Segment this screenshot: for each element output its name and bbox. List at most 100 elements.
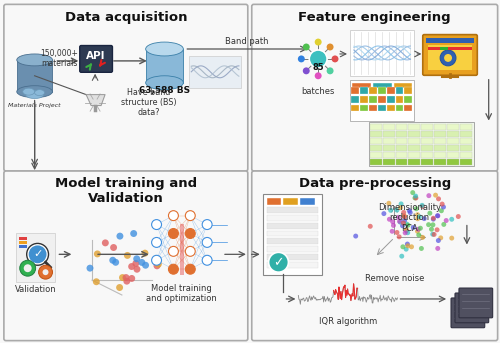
Bar bbox=[352, 83, 370, 88]
Bar bbox=[19, 237, 26, 240]
Bar bbox=[370, 138, 382, 144]
Bar bbox=[370, 152, 382, 158]
Bar bbox=[16, 233, 56, 282]
Text: Data pre-processing: Data pre-processing bbox=[298, 177, 451, 190]
Bar bbox=[378, 96, 386, 103]
Bar bbox=[370, 131, 382, 137]
Bar bbox=[382, 152, 394, 158]
Bar bbox=[422, 152, 433, 158]
Circle shape bbox=[432, 232, 436, 237]
Circle shape bbox=[119, 274, 126, 281]
Bar bbox=[434, 138, 446, 144]
Circle shape bbox=[202, 237, 212, 247]
Bar bbox=[386, 96, 394, 103]
Circle shape bbox=[42, 269, 48, 275]
FancyBboxPatch shape bbox=[459, 288, 492, 318]
Circle shape bbox=[368, 224, 372, 229]
Text: Validation: Validation bbox=[15, 285, 56, 294]
Bar bbox=[447, 131, 459, 137]
FancyBboxPatch shape bbox=[190, 56, 241, 88]
Circle shape bbox=[411, 225, 416, 230]
Circle shape bbox=[436, 196, 441, 201]
Bar bbox=[360, 105, 368, 111]
Bar bbox=[460, 152, 472, 158]
Bar bbox=[266, 223, 318, 228]
Bar bbox=[368, 87, 376, 94]
Bar bbox=[370, 145, 382, 151]
Circle shape bbox=[168, 246, 178, 256]
FancyBboxPatch shape bbox=[4, 171, 248, 341]
Bar bbox=[266, 198, 281, 205]
Bar bbox=[396, 87, 404, 94]
Bar bbox=[460, 131, 472, 137]
Circle shape bbox=[394, 230, 400, 235]
Circle shape bbox=[154, 262, 160, 269]
Circle shape bbox=[404, 222, 409, 227]
Bar bbox=[386, 87, 394, 94]
FancyBboxPatch shape bbox=[252, 4, 498, 171]
FancyBboxPatch shape bbox=[451, 298, 484, 328]
Bar bbox=[368, 96, 376, 103]
Bar bbox=[447, 145, 459, 151]
Circle shape bbox=[168, 211, 178, 221]
Circle shape bbox=[415, 216, 420, 221]
Circle shape bbox=[435, 213, 440, 218]
Circle shape bbox=[420, 235, 425, 240]
FancyBboxPatch shape bbox=[350, 80, 414, 121]
FancyBboxPatch shape bbox=[262, 194, 322, 275]
Bar bbox=[300, 198, 315, 205]
Circle shape bbox=[110, 257, 116, 264]
Circle shape bbox=[401, 221, 406, 226]
Circle shape bbox=[436, 238, 441, 243]
Text: Model training
and optimization: Model training and optimization bbox=[146, 284, 216, 304]
Circle shape bbox=[431, 217, 436, 222]
Bar bbox=[408, 145, 420, 151]
FancyBboxPatch shape bbox=[455, 293, 488, 323]
Circle shape bbox=[401, 210, 406, 215]
Bar bbox=[266, 254, 318, 260]
Circle shape bbox=[102, 239, 109, 246]
Bar bbox=[266, 215, 318, 221]
Circle shape bbox=[400, 244, 406, 249]
Bar bbox=[434, 159, 446, 165]
Circle shape bbox=[420, 203, 424, 208]
Bar bbox=[447, 152, 459, 158]
Circle shape bbox=[414, 196, 418, 201]
Circle shape bbox=[186, 211, 195, 221]
Circle shape bbox=[430, 222, 436, 227]
Bar bbox=[422, 138, 433, 144]
Bar bbox=[447, 125, 459, 130]
Circle shape bbox=[429, 227, 434, 232]
Circle shape bbox=[402, 230, 407, 235]
Circle shape bbox=[402, 213, 406, 218]
Circle shape bbox=[434, 227, 440, 232]
Circle shape bbox=[152, 237, 162, 247]
Bar bbox=[266, 230, 318, 236]
Circle shape bbox=[442, 222, 446, 227]
Circle shape bbox=[298, 56, 305, 62]
Bar bbox=[434, 152, 446, 158]
Circle shape bbox=[152, 255, 162, 265]
Circle shape bbox=[416, 227, 421, 232]
Bar bbox=[382, 145, 394, 151]
Circle shape bbox=[400, 223, 405, 228]
Circle shape bbox=[24, 264, 32, 272]
Circle shape bbox=[386, 201, 392, 206]
Bar bbox=[378, 87, 386, 94]
Bar bbox=[396, 125, 407, 130]
Text: API: API bbox=[86, 51, 106, 61]
Circle shape bbox=[405, 241, 410, 247]
Circle shape bbox=[326, 67, 334, 74]
Circle shape bbox=[138, 259, 145, 266]
Bar bbox=[378, 105, 386, 111]
Circle shape bbox=[419, 246, 424, 251]
Circle shape bbox=[387, 217, 392, 222]
Bar bbox=[382, 159, 394, 165]
Bar bbox=[382, 138, 394, 144]
Bar bbox=[408, 152, 420, 158]
FancyBboxPatch shape bbox=[80, 46, 112, 72]
Circle shape bbox=[412, 196, 418, 200]
Circle shape bbox=[132, 260, 140, 267]
Text: 85: 85 bbox=[312, 63, 324, 72]
Bar bbox=[394, 83, 412, 88]
